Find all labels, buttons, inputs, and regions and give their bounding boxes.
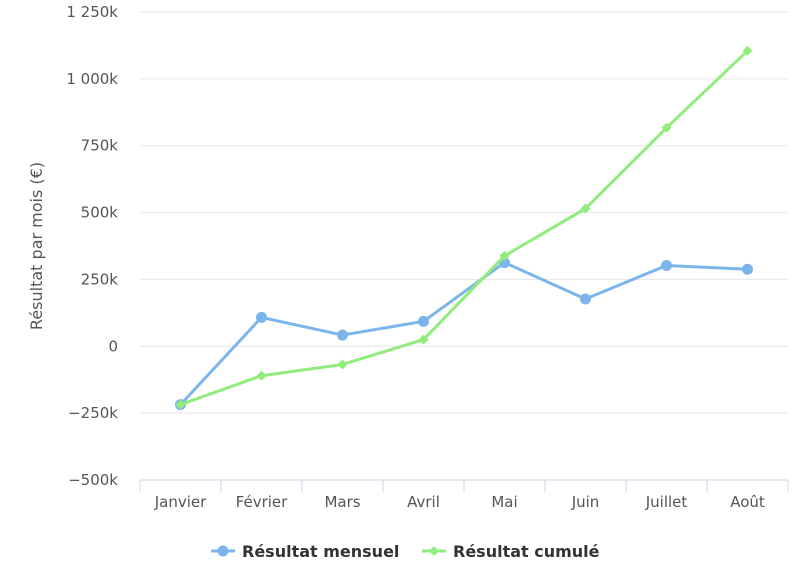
data-point[interactable] bbox=[418, 315, 429, 327]
y-tick-label: −250k bbox=[68, 404, 118, 422]
data-point[interactable] bbox=[256, 311, 267, 323]
x-tick-label: Mai bbox=[491, 493, 517, 511]
legend-item[interactable]: Résultat cumulé bbox=[422, 542, 600, 561]
x-tick-label: Février bbox=[236, 493, 288, 511]
series-line bbox=[179, 261, 749, 407]
legend-marker bbox=[429, 546, 439, 556]
x-tick-label: Avril bbox=[407, 493, 440, 511]
data-point[interactable] bbox=[418, 334, 429, 345]
legend-marker bbox=[217, 545, 229, 557]
y-tick-label: 250k bbox=[81, 270, 119, 288]
data-point[interactable] bbox=[661, 122, 672, 133]
y-tick-label: 750k bbox=[81, 137, 119, 155]
gridlines bbox=[140, 11, 788, 414]
legend[interactable]: Résultat mensuel Résultat cumulé bbox=[211, 542, 600, 561]
x-tick-label: Janvier bbox=[154, 493, 207, 511]
y-tick-label: 1 250k bbox=[66, 3, 118, 21]
y-axis-tick-labels: −500k −250k 0 250k 500k 750k 1 000k 1 250k bbox=[66, 3, 118, 489]
x-tick-label: Mars bbox=[324, 493, 360, 511]
x-tick-label: Juin bbox=[571, 493, 600, 511]
data-point[interactable] bbox=[337, 359, 348, 370]
series-group bbox=[175, 45, 753, 411]
legend-label: Résultat cumulé bbox=[453, 542, 600, 561]
data-point[interactable] bbox=[256, 370, 267, 381]
data-point[interactable] bbox=[580, 293, 591, 305]
data-point[interactable] bbox=[661, 260, 672, 272]
series-cumule bbox=[175, 45, 753, 410]
x-tick-label: Août bbox=[730, 493, 765, 511]
y-axis-title: Résultat par mois (€) bbox=[27, 162, 46, 330]
y-tick-label: 500k bbox=[81, 204, 119, 222]
x-tick-label: Juillet bbox=[645, 493, 688, 511]
series-mensuel bbox=[175, 257, 753, 411]
data-point[interactable] bbox=[580, 203, 591, 214]
y-tick-label: 0 bbox=[108, 337, 118, 355]
data-point[interactable] bbox=[175, 399, 186, 410]
data-point[interactable] bbox=[499, 250, 510, 261]
data-point[interactable] bbox=[742, 263, 753, 275]
legend-label: Résultat mensuel bbox=[242, 542, 399, 561]
legend-item[interactable]: Résultat mensuel bbox=[211, 542, 399, 561]
y-tick-label: 1 000k bbox=[66, 70, 118, 88]
data-point[interactable] bbox=[337, 329, 348, 341]
data-point[interactable] bbox=[742, 45, 753, 56]
series-line bbox=[179, 49, 749, 407]
x-axis: Janvier Février Mars Avril Mai Juin Juillet Aoû… bbox=[139, 479, 789, 511]
y-tick-label: −500k bbox=[68, 471, 118, 489]
